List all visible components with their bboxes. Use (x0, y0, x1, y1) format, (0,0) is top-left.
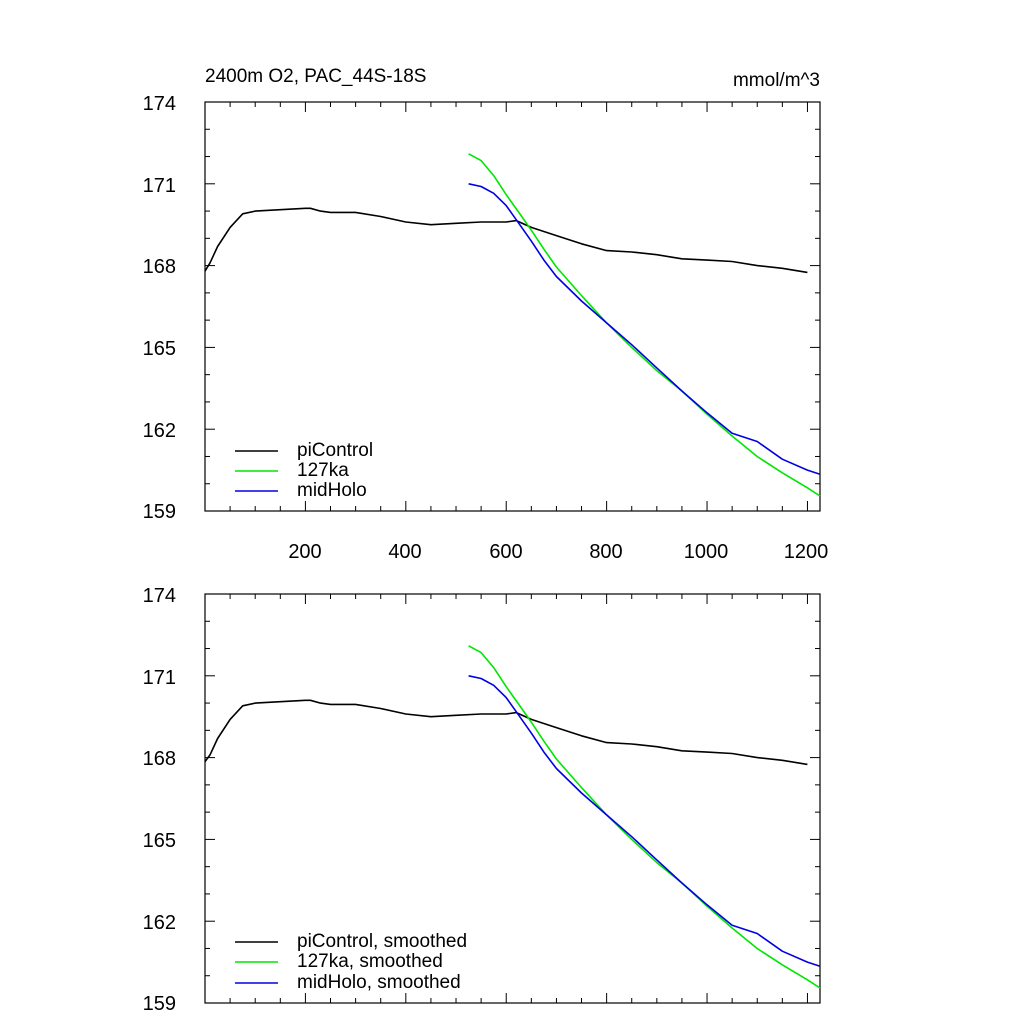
series-line-midholo (468, 675, 821, 967)
series-line-midholo (468, 183, 821, 475)
bottom-ticks (205, 593, 820, 1004)
top-y-tick-label: 162 (143, 420, 176, 442)
bottom-y-tick-label: 159 (143, 993, 176, 1015)
bottom-legend: piControl, smoothed 127ka, smoothed midH… (235, 931, 467, 993)
top-y-tick-label: 159 (143, 501, 176, 523)
top-ticks (205, 101, 820, 512)
top-x-tick-label: 200 (288, 541, 321, 563)
bottom-series (204, 645, 821, 989)
top-plot-frame (204, 101, 821, 512)
top-y-tick-label: 168 (143, 256, 176, 278)
bottom-y-tick-label: 168 (143, 748, 176, 770)
top-y-tick-label: 174 (143, 93, 176, 115)
top-units: mmol/m^3 (733, 70, 820, 91)
top-x-tick-label: 1200 (784, 541, 829, 563)
top-x-tick-label: 400 (388, 541, 421, 563)
top-panel: 2400m O2, PAC_44S-18S mmol/m^3 174 171 1… (143, 66, 829, 563)
series-line-127ka (468, 645, 821, 989)
series-line-picontrol (204, 699, 808, 766)
legend-label: piControl, smoothed (297, 931, 467, 952)
top-title: 2400m O2, PAC_44S-18S (205, 66, 426, 87)
series-line-127ka (468, 153, 821, 497)
bottom-y-tick-label: 171 (143, 667, 176, 689)
top-y-tick-labels: 174 171 168 165 162 159 (143, 93, 176, 523)
top-series (204, 153, 821, 497)
top-legend: piControl 127ka midHolo (235, 440, 373, 501)
legend-label: midHolo, smoothed (297, 972, 461, 993)
top-x-tick-label: 800 (589, 541, 622, 563)
series-line-picontrol (204, 207, 808, 274)
top-y-tick-label: 171 (143, 175, 176, 197)
bottom-y-tick-label: 174 (143, 585, 176, 607)
legend-label: midHolo (297, 480, 367, 501)
bottom-panel: 174 171 168 165 162 159 piControl, smoot… (143, 585, 821, 1015)
top-x-tick-label: 600 (489, 541, 522, 563)
top-y-tick-label: 165 (143, 338, 176, 360)
bottom-y-tick-labels: 174 171 168 165 162 159 (143, 585, 176, 1015)
legend-label: 127ka, smoothed (297, 951, 443, 972)
top-x-tick-labels: 200 400 600 800 1000 1200 (288, 541, 828, 563)
bottom-plot-frame (204, 593, 821, 1004)
bottom-y-tick-label: 165 (143, 830, 176, 852)
legend-label: 127ka (297, 460, 349, 481)
legend-label: piControl (297, 440, 373, 461)
bottom-y-tick-label: 162 (143, 912, 176, 934)
top-x-tick-label: 1000 (684, 541, 729, 563)
